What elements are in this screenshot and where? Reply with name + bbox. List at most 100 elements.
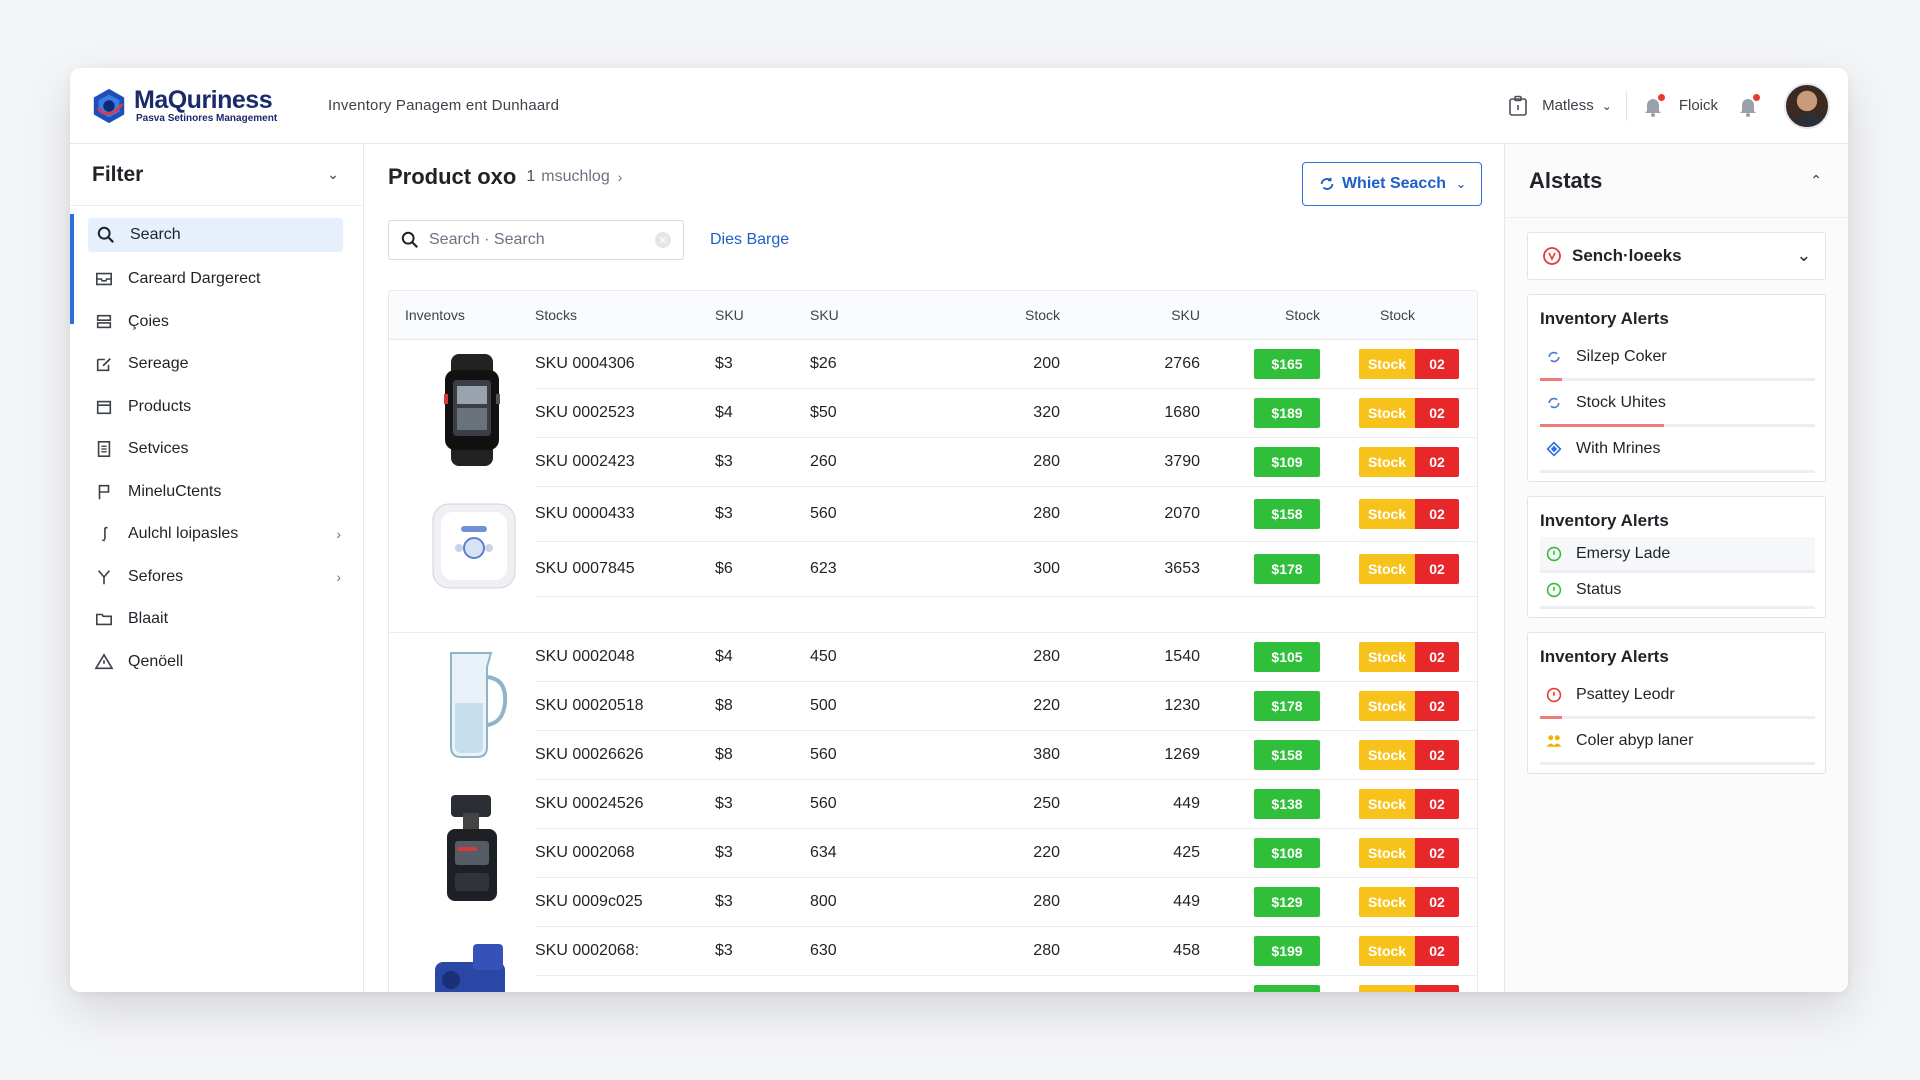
whiet-search-button[interactable]: Whiet Seacch ⌄: [1302, 162, 1482, 206]
price-badge[interactable]: $138: [1254, 788, 1320, 819]
folder-icon: [94, 609, 114, 629]
alerts-dropdown[interactable]: Sench·loeeks ⌄: [1527, 232, 1826, 280]
price-badge[interactable]: $178: [1254, 553, 1320, 584]
table-row[interactable]: SKU 0004306 $3 $26 200 2766 $165 Stock 02: [389, 339, 1477, 466]
notifications-label[interactable]: Floick: [1678, 97, 1718, 114]
product-image-cell[interactable]: [389, 926, 535, 992]
search-input[interactable]: [429, 231, 655, 249]
column-header[interactable]: Stock: [1320, 291, 1477, 340]
price-badge[interactable]: $189: [1254, 397, 1320, 428]
sync-icon: [1544, 395, 1564, 411]
table-row[interactable]: SKU 0002048 $4 450 280 1540 $105 Stock 02: [389, 632, 1477, 758]
notification-dot: [1656, 92, 1666, 102]
sku-count-cell: 1680: [1060, 388, 1200, 438]
column-header[interactable]: SKU: [810, 291, 940, 340]
table-row[interactable]: SKU 0009c025 $3 800 280 449 $129 Stock 02: [389, 877, 1477, 927]
price-badge[interactable]: $105: [1254, 641, 1320, 672]
sidebar-item-coies[interactable]: Çoies: [70, 301, 363, 344]
sidebar-item-sereage[interactable]: Sereage: [70, 343, 363, 386]
alert-item[interactable]: Silzep Coker: [1540, 335, 1815, 381]
brand-logo[interactable]: MaQuriness Pasva Setinores Management: [90, 87, 314, 125]
product-image-cell[interactable]: [389, 486, 535, 596]
stock-cell: 280: [940, 877, 1060, 927]
filter-header[interactable]: Filter ⌄: [70, 144, 363, 206]
sidebar-item-services[interactable]: Setvices: [70, 428, 363, 471]
price-badge[interactable]: $109: [1254, 446, 1320, 477]
product-image-cell[interactable]: [389, 779, 535, 926]
avatar[interactable]: [1784, 82, 1830, 129]
alerts-bell-button[interactable]: [1736, 92, 1761, 118]
alert-item[interactable]: Psattey Leodr: [1540, 673, 1815, 719]
stock-badge-label: Stock: [1359, 498, 1415, 529]
sidebar-item-sefores[interactable]: Sefores ›: [70, 556, 363, 599]
column-header[interactable]: Stock: [1200, 291, 1320, 340]
product-image-cell[interactable]: [389, 632, 535, 779]
table-row[interactable]: SKU 0002423 $3 260 280 3790 $109 Stock 02: [389, 437, 1477, 487]
alert-item[interactable]: With Mrines: [1540, 427, 1815, 473]
product-image-cell[interactable]: [389, 339, 535, 486]
sidebar-item-qenoell[interactable]: Qenöell: [70, 641, 363, 684]
price-badge-cell: $189: [1200, 388, 1320, 438]
clear-search-icon[interactable]: ✕: [655, 232, 671, 248]
alert-item[interactable]: Status: [1540, 573, 1815, 609]
breadcrumb-link[interactable]: msuchlog: [541, 168, 610, 185]
user-menu[interactable]: Matless ⌄: [1506, 94, 1612, 118]
table-row[interactable]: SKU 00020518 $8 500 220 1230 $178 Stock 02: [389, 681, 1477, 731]
sidebar-item-minelu-ctents[interactable]: MineluCtents: [70, 471, 363, 514]
column-header[interactable]: SKU: [715, 291, 810, 340]
table-row[interactable]: SKU 0002068: $3 630 280 458 $199 Stock 02: [389, 926, 1477, 992]
price-badge[interactable]: $178: [1254, 690, 1320, 721]
table-row[interactable]: SKU 0002523 $4 $50 320 1680 $189 Stock 02: [389, 388, 1477, 438]
price-cell: 634: [810, 828, 940, 878]
sidebar-item-search[interactable]: Search: [88, 218, 343, 252]
alert-item[interactable]: Emersy Lade: [1540, 537, 1815, 573]
column-header[interactable]: Stocks: [535, 291, 715, 340]
dies-barge-link[interactable]: Dies Barge: [710, 231, 790, 248]
product-search-box[interactable]: ✕: [388, 220, 684, 260]
table-row[interactable]: SKU 0007845 $6 623 300 3653 $178 Stock 02: [389, 541, 1477, 597]
stock-cell: 280: [940, 926, 1060, 976]
alert-progress-bar: [1540, 716, 1562, 719]
column-header[interactable]: Inventovs: [389, 291, 535, 340]
alert-item[interactable]: Coler abyp laner: [1540, 719, 1815, 765]
sidebar-item-blaait[interactable]: Blaait: [70, 598, 363, 641]
price-badge[interactable]: $199: [1254, 935, 1320, 966]
sidebar-item-careard-dargerect[interactable]: Careard Dargerect: [70, 258, 363, 301]
table-row[interactable]: SKU 0002068 $3 634 220 425 $108 Stock 02: [389, 828, 1477, 878]
table-row[interactable]: SKU 0000433 $3 560 280 2070 $158 Stock 02: [389, 486, 1477, 589]
price-badge[interactable]: $178: [1254, 984, 1320, 992]
sidebar-item-aulchl-loipasles[interactable]: Aulchl loipasles ›: [70, 513, 363, 556]
sku-count-cell: 2070: [1060, 486, 1200, 542]
price-badge[interactable]: $108: [1254, 837, 1320, 868]
alert-item[interactable]: Stock Uhites: [1540, 381, 1815, 427]
column-header[interactable]: SKU: [1060, 291, 1200, 340]
table-row[interactable]: SKU 00026626 $8 560 380 1269 $158 Stock 02: [389, 730, 1477, 780]
table-row[interactable]: SKU 00024526 $3 560 250 449 $138 Stock 02: [389, 779, 1477, 901]
price-badge[interactable]: $158: [1254, 739, 1320, 770]
stock-badge-count: 02: [1415, 837, 1459, 868]
sidebar-item-products[interactable]: Products: [70, 386, 363, 429]
inventory-table: Inventovs Stocks SKU SKU Stock SKU Stock…: [388, 290, 1478, 992]
alerts-panel-header[interactable]: Alstats ⌃: [1505, 144, 1848, 218]
column-header[interactable]: Stock: [940, 291, 1060, 340]
price-badge[interactable]: $129: [1254, 886, 1320, 917]
notifications-bell-button[interactable]: [1641, 92, 1666, 118]
price-badge[interactable]: $165: [1254, 348, 1320, 379]
price-badge[interactable]: $158: [1254, 498, 1320, 529]
